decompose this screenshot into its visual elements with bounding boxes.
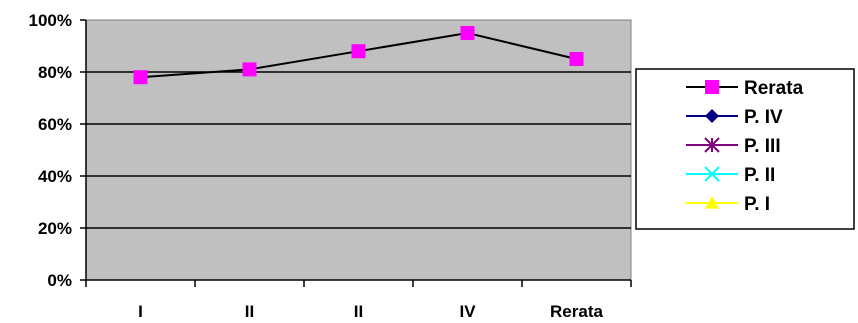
x-tick-label: Rerata — [550, 302, 603, 321]
y-axis-ticks: 0% 20% 40% 60% 80% 100% — [29, 11, 86, 290]
y-tick-label: 20% — [38, 219, 72, 238]
y-tick-label: 100% — [29, 11, 72, 30]
data-point — [133, 70, 148, 85]
plot-area — [85, 19, 632, 281]
legend: Rerata P. IV P. III P. II P. I — [635, 68, 855, 230]
data-point — [460, 26, 475, 40]
legend-marker — [705, 109, 719, 123]
x-axis-ticks: I II II IV Rerata — [85, 280, 632, 321]
y-tick-label: 60% — [38, 115, 72, 134]
legend-label: P. I — [744, 194, 770, 215]
y-tick-label: 80% — [38, 63, 72, 82]
data-point — [351, 44, 366, 59]
gridlines — [86, 71, 631, 229]
series-points — [133, 26, 584, 85]
data-point — [569, 52, 584, 66]
x-tick-label: II — [354, 302, 363, 321]
legend-box — [635, 68, 855, 230]
y-tick-label: 40% — [38, 167, 72, 186]
legend-marker — [705, 196, 719, 209]
x-tick-label: I — [138, 302, 143, 321]
legend-label: P. III — [744, 136, 781, 157]
legend-label: Rerata — [744, 78, 804, 99]
legend-marker — [704, 166, 720, 182]
x-tick-label: II — [245, 302, 254, 321]
axes — [85, 20, 631, 281]
data-point — [242, 62, 257, 77]
legend-marker — [705, 80, 719, 94]
y-tick-label: 0% — [47, 271, 72, 290]
x-tick-label: IV — [459, 302, 476, 321]
legend-label: P. II — [744, 165, 775, 186]
legend-marker — [704, 137, 720, 153]
legend-label: P. IV — [744, 107, 783, 128]
